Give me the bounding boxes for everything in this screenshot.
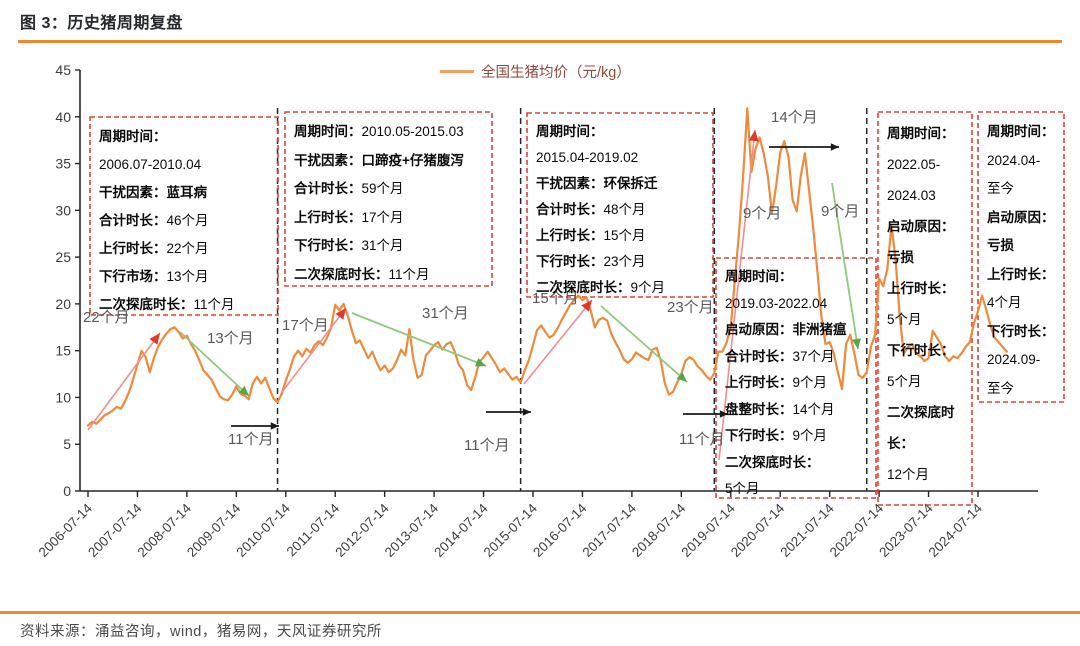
y-tick-label: 5 (63, 436, 71, 452)
y-tick-label: 20 (55, 296, 71, 312)
y-tick-label: 25 (55, 249, 71, 265)
duration-label: 11个月 (228, 431, 274, 448)
cycle-box-border (877, 111, 973, 506)
cycle-box-border (284, 111, 493, 287)
duration-label: 31个月 (422, 305, 469, 322)
title-divider (18, 40, 1062, 43)
cycle-box-border (977, 111, 1065, 403)
trend-down-arrow (179, 331, 250, 397)
trend-up-arrow-head (581, 300, 592, 312)
x-tick-label: 2010-07-14 (233, 500, 293, 560)
trend-arrows (87, 129, 861, 461)
trend-down-arrow-head (475, 358, 486, 367)
duration-label: 11个月 (679, 431, 725, 448)
y-tick-label: 0 (63, 483, 71, 499)
price-series (86, 107, 1008, 427)
y-tick-label: 10 (55, 389, 71, 405)
cycle-box-border (715, 257, 877, 499)
trend-up-arrow (523, 299, 593, 385)
duration-arrow-head (270, 422, 279, 430)
legend-label: 全国生猪均价（元/kg） (481, 65, 631, 81)
duration-label: 14个月 (771, 109, 818, 126)
duration-label: 17个月 (282, 317, 329, 334)
trend-down-arrow-head (238, 385, 249, 396)
duration-label: 22个月 (83, 309, 130, 326)
y-tick-label: 35 (55, 156, 71, 172)
trend-down-arrow-head (852, 338, 861, 349)
duration-label: 9个月 (821, 203, 859, 220)
price-line (86, 107, 1008, 427)
duration-label: 11个月 (464, 437, 510, 454)
trend-down-arrow (351, 312, 487, 367)
duration-label: 9个月 (743, 205, 781, 222)
cycle-box-border (526, 112, 714, 298)
duration-label: 23个月 (667, 299, 714, 316)
trend-up-arrow-head (748, 130, 759, 142)
data-source: 资料来源：涌益咨询，wind，猪易网，天风证券研究所 (20, 624, 382, 640)
y-axis-ticks: 0 5 10 15 20 25 30 35 40 45 (55, 62, 80, 499)
chart-legend: 全国生猪均价（元/kg） (440, 61, 631, 82)
y-tick-label: 40 (55, 109, 71, 125)
duration-arrow-head (719, 410, 728, 418)
cycle-box-border (89, 116, 279, 316)
duration-label: 15个月 (532, 290, 579, 307)
y-tick-label: 45 (55, 62, 71, 78)
trend-down-arrow-head (676, 372, 687, 382)
axes (79, 70, 1038, 492)
duration-arrow-head (830, 143, 839, 151)
trend-up-arrow (281, 307, 347, 393)
legend-line-swatch (440, 70, 474, 73)
trend-up-arrow (718, 129, 756, 461)
trend-up-arrow (87, 332, 161, 431)
y-tick-label: 15 (55, 343, 71, 359)
trend-up-arrow-head (149, 333, 160, 345)
figure-title: 图 3：历史猪周期复盘 (20, 15, 183, 32)
trend-up-arrow-head (335, 308, 346, 320)
x-axis-ticks: 2006-07-142007-07-142008-07-142009-07-14… (36, 491, 986, 560)
trend-down-arrow (831, 182, 859, 350)
trend-down-arrow (600, 305, 688, 383)
footer-divider (0, 611, 1080, 614)
x-tick-label: 2024-07-14 (926, 500, 986, 560)
duration-label: 13个月 (207, 330, 254, 347)
duration-labels: 22个月 13个月 11个月 17个月 31个月 11个月 15个月 23个月 11个月 14个月… (83, 109, 859, 454)
duration-arrow-head (522, 408, 531, 416)
y-tick-label: 30 (55, 202, 71, 218)
